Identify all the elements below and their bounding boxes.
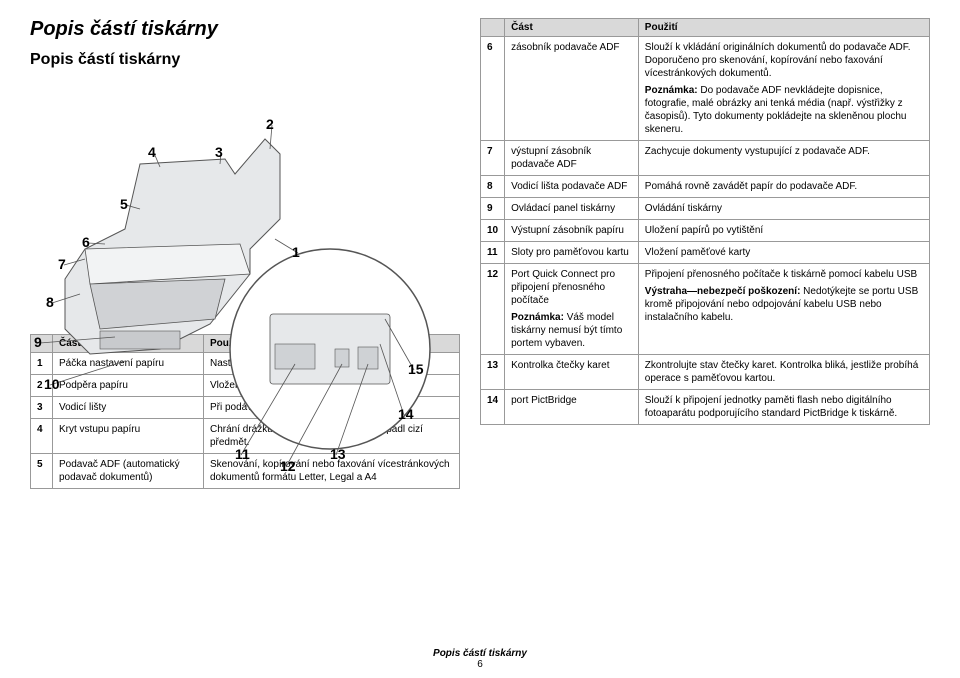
svg-text:6: 6: [82, 234, 90, 250]
svg-text:13: 13: [330, 446, 346, 462]
printer-diagram: 123456789101112131415: [30, 79, 450, 324]
svg-text:1: 1: [292, 244, 300, 260]
svg-text:14: 14: [398, 406, 414, 422]
svg-text:7: 7: [58, 256, 66, 272]
table-row: 7výstupní zásobník podavače ADFZachycuje…: [481, 141, 930, 176]
table-row: 13Kontrolka čtečky karetZkontrolujte sta…: [481, 355, 930, 390]
svg-text:2: 2: [266, 116, 274, 132]
page-footer: Popis částí tiskárny 6: [0, 648, 960, 670]
footer-title: Popis částí tiskárny: [0, 648, 960, 659]
svg-text:3: 3: [215, 144, 223, 160]
table-row: 6zásobník podavače ADFSlouží k vkládání …: [481, 37, 930, 141]
svg-text:11: 11: [235, 446, 250, 462]
page-title: Popis částí tiskárny: [30, 18, 460, 41]
footer-page-number: 6: [0, 659, 960, 670]
right-parts-table: Část Použití 6zásobník podavače ADFSlouž…: [480, 18, 930, 425]
table-row: 10Výstupní zásobník papíruUložení papírů…: [481, 220, 930, 242]
svg-text:15: 15: [408, 361, 424, 377]
svg-text:12: 12: [280, 458, 296, 474]
svg-text:10: 10: [44, 376, 60, 392]
section-title: Popis částí tiskárny: [30, 51, 460, 69]
table-row: 9Ovládací panel tiskárnyOvládání tiskárn…: [481, 198, 930, 220]
svg-text:4: 4: [148, 144, 156, 160]
col-use-r: Použití: [638, 19, 929, 37]
col-part-r: Část: [505, 19, 639, 37]
col-num-r: [481, 19, 505, 37]
svg-text:5: 5: [120, 196, 128, 212]
table-row: 14port PictBridgeSlouží k připojení jedn…: [481, 390, 930, 425]
svg-text:8: 8: [46, 294, 54, 310]
table-row: 8Vodicí lišta podavače ADFPomáhá rovně z…: [481, 176, 930, 198]
table-row: 11Sloty pro paměťovou kartuVložení paměť…: [481, 242, 930, 264]
svg-text:9: 9: [34, 334, 42, 350]
table-row: 12Port Quick Connect pro připojení přeno…: [481, 264, 930, 355]
